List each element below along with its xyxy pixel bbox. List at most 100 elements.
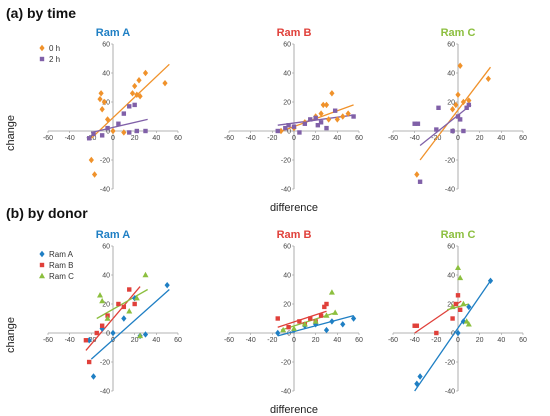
- data-point: [318, 110, 324, 117]
- x-tick-label: -20: [431, 337, 441, 344]
- data-point: [464, 105, 469, 110]
- trend-line: [90, 289, 170, 360]
- data-point: [453, 301, 459, 307]
- data-point: [127, 130, 132, 135]
- data-point: [101, 98, 107, 106]
- legend-marker: [39, 44, 45, 52]
- trend-line: [419, 104, 472, 147]
- data-point: [301, 321, 308, 327]
- data-point: [412, 121, 417, 126]
- data-point: [449, 106, 456, 113]
- data-point: [286, 325, 291, 330]
- data-point: [164, 281, 170, 289]
- data-point: [116, 121, 121, 126]
- y-tick-label: 40: [102, 273, 110, 280]
- data-point: [137, 332, 144, 339]
- data-point: [313, 115, 318, 121]
- data-point: [98, 90, 104, 97]
- data-point: [318, 120, 324, 125]
- y-tick-label: 40: [283, 273, 291, 280]
- trend-line: [96, 288, 148, 320]
- data-point: [450, 316, 455, 321]
- panels-group: Ram A -60 -40 -20 0 20 40 60 -40 -20 0 20 40 60 change…: [5, 27, 527, 416]
- data-point: [460, 318, 467, 325]
- data-point: [450, 128, 455, 134]
- data-point: [86, 136, 92, 141]
- x-tick-label: -40: [246, 337, 256, 344]
- data-point: [127, 287, 132, 292]
- data-point: [286, 123, 291, 128]
- data-point: [116, 301, 121, 307]
- legend-label: Ram B: [49, 261, 73, 270]
- x-tick-label: -40: [65, 337, 75, 344]
- x-tick-label: 40: [152, 135, 160, 142]
- trend-line: [90, 63, 170, 139]
- legend-marker: [39, 272, 45, 279]
- chart-panel: Ram B -60 -40 -20 0 20 40 60 -40 -20 0 20 40 60 differ…: [224, 229, 363, 416]
- y-tick-label: 0: [106, 331, 110, 338]
- x-tick-label: 20: [312, 135, 320, 142]
- x-tick-label: 20: [131, 337, 139, 344]
- y-tick-label: 0: [287, 331, 291, 338]
- data-point: [121, 315, 127, 322]
- data-point: [297, 319, 302, 324]
- data-point: [308, 316, 313, 321]
- data-point: [457, 274, 464, 281]
- legend-marker: [39, 56, 45, 62]
- x-axis-label: difference: [270, 202, 318, 214]
- x-tick-label: 0: [292, 135, 296, 142]
- data-point: [121, 129, 127, 136]
- data-point: [465, 321, 472, 327]
- x-tick-label: -40: [410, 337, 420, 344]
- data-point: [315, 123, 321, 128]
- data-point: [134, 128, 140, 134]
- data-point: [460, 300, 467, 307]
- data-point: [463, 318, 470, 324]
- data-point: [453, 101, 459, 109]
- data-point: [324, 301, 329, 307]
- chart-panel: Ram B -60 -40 -20 0 20 40 60 -40 -20 0 20 40 60 differ…: [224, 27, 363, 214]
- data-point: [417, 373, 423, 380]
- x-tick-label: 0: [456, 337, 460, 344]
- data-point: [83, 338, 89, 343]
- y-tick-label: -40: [100, 187, 110, 194]
- y-tick-label: -20: [100, 158, 110, 165]
- x-tick-label: -40: [65, 135, 75, 142]
- data-point: [340, 113, 346, 120]
- section-title-b: (b) by donor: [6, 205, 88, 221]
- data-point: [457, 117, 463, 122]
- x-tick-label: 60: [355, 135, 363, 142]
- data-point: [322, 304, 327, 310]
- x-tick-label: -20: [86, 135, 96, 142]
- data-point: [91, 171, 98, 178]
- y-tick-label: 20: [283, 302, 291, 309]
- data-point: [280, 326, 287, 333]
- y-tick-label: 40: [447, 71, 455, 78]
- data-point: [275, 329, 281, 337]
- y-tick-label: -20: [281, 158, 291, 165]
- x-tick-label: 60: [355, 337, 363, 344]
- y-tick-label: 60: [447, 42, 455, 49]
- x-tick-label: 40: [497, 135, 505, 142]
- data-point: [323, 312, 330, 318]
- data-point: [91, 131, 96, 137]
- data-point: [94, 330, 99, 336]
- x-tick-label: 20: [312, 337, 320, 344]
- x-tick-label: 20: [476, 135, 484, 142]
- data-point: [415, 121, 421, 126]
- y-tick-label: 40: [283, 71, 291, 78]
- data-point: [457, 307, 463, 312]
- panel-title: Ram A: [96, 27, 130, 39]
- y-tick-label: 0: [106, 129, 110, 136]
- y-tick-label: -20: [100, 360, 110, 367]
- data-point: [351, 114, 356, 119]
- data-point: [136, 77, 142, 84]
- data-point: [455, 114, 461, 119]
- data-point: [329, 90, 335, 97]
- data-point: [99, 133, 105, 138]
- data-point: [297, 130, 302, 135]
- data-point: [97, 95, 103, 103]
